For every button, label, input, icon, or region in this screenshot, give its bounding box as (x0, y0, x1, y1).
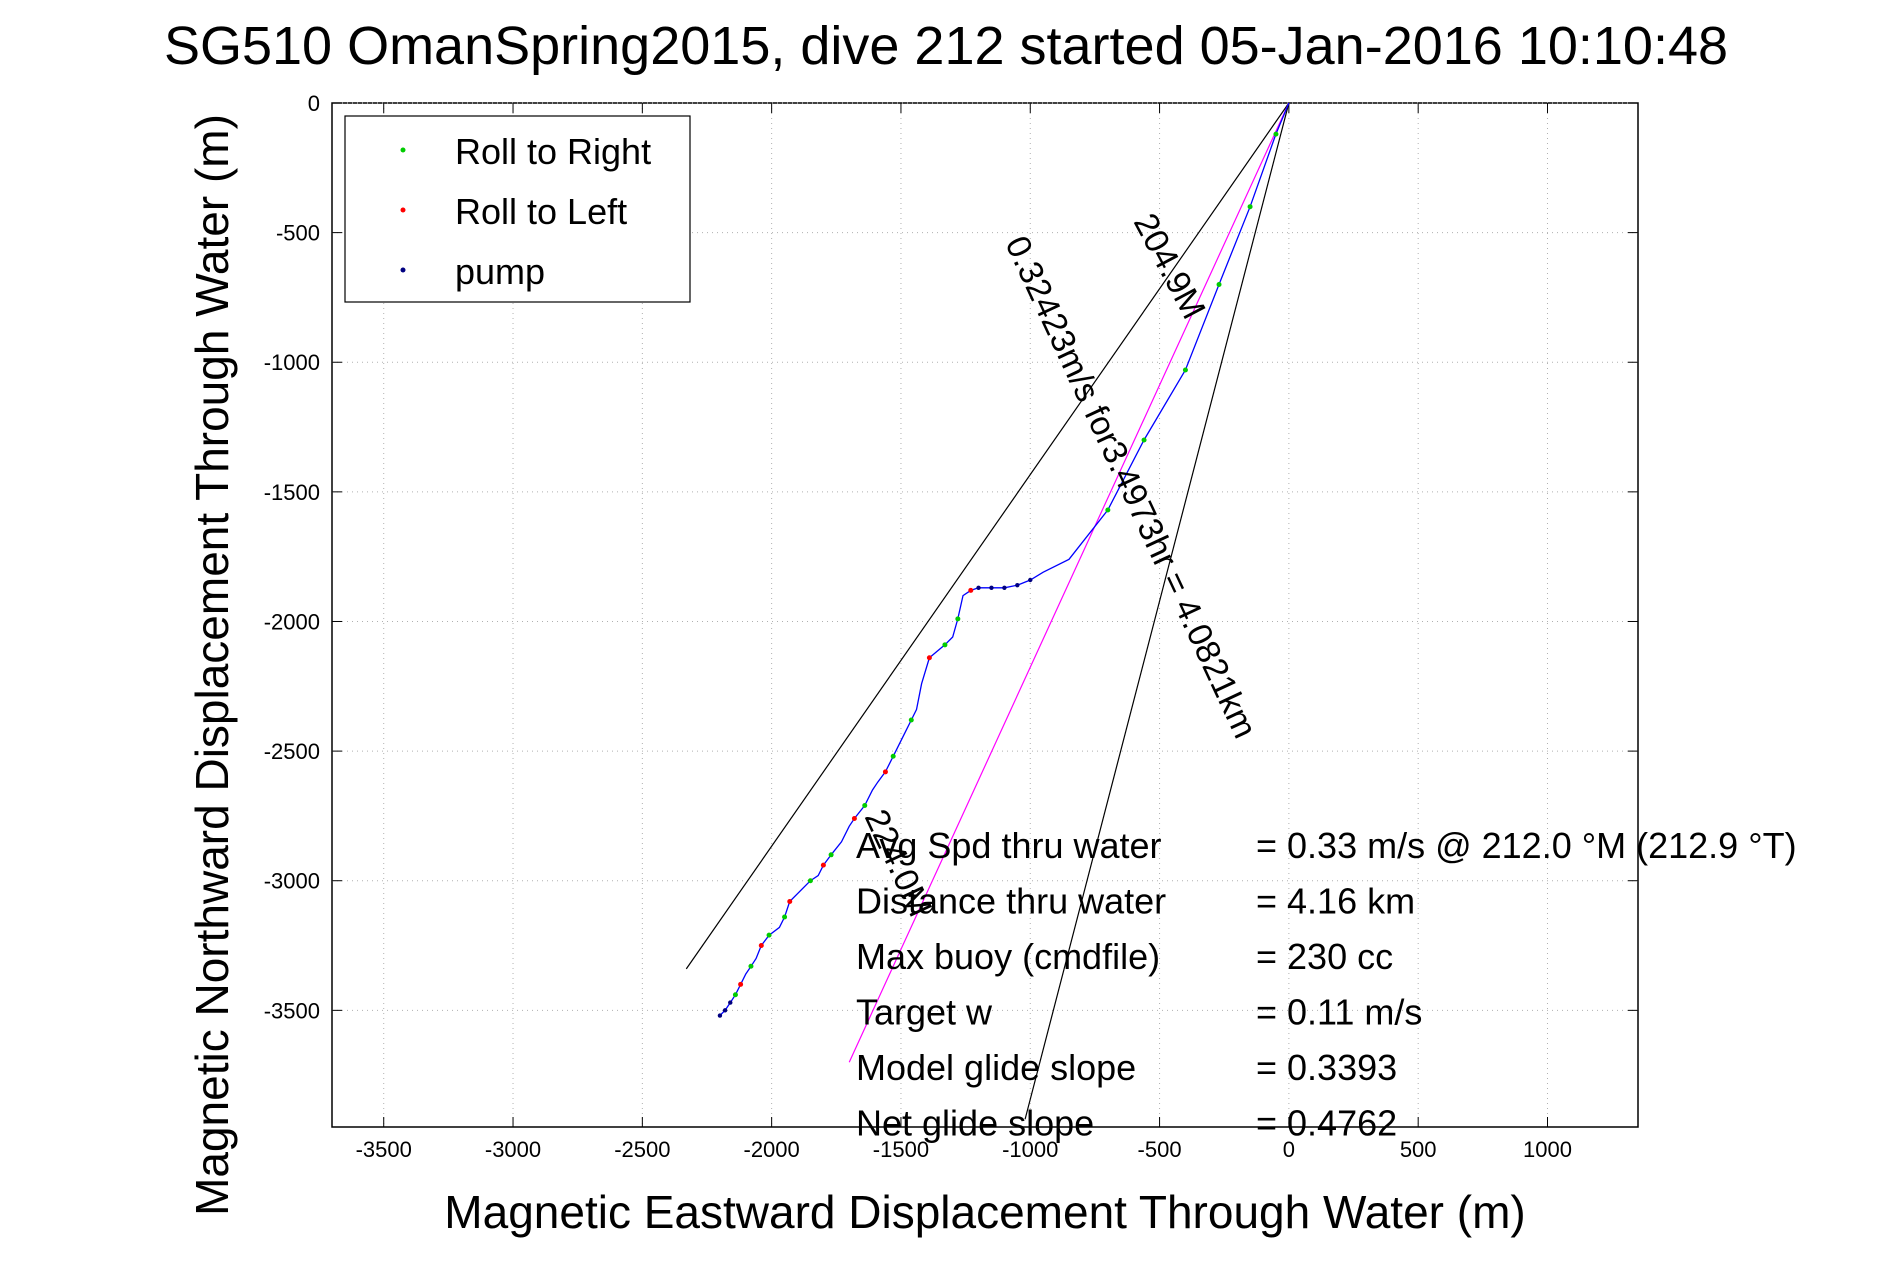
axis-ticks: -3500 -3000 -2500 -2000 -1500 -1000 -500 0 500 10… (264, 91, 1638, 1162)
roll-right-marker (748, 963, 754, 969)
roll-right-marker (766, 932, 772, 938)
info-label: Net glide slope (856, 1103, 1094, 1144)
roll-right-marker (1105, 507, 1111, 513)
y-tick-label: -1000 (264, 350, 320, 375)
roll-right-marker (1182, 367, 1188, 373)
info-value: = 0.33 m/s @ 212.0 °M (212.9 °T) (1256, 825, 1797, 866)
roll-right-marker (942, 642, 948, 648)
x-tick-label: -1500 (873, 1137, 929, 1162)
mean-heading-line (848, 102, 1290, 1063)
roll-right-marker (807, 878, 813, 884)
legend-label: pump (455, 251, 545, 292)
info-value: = 0.11 m/s (1256, 992, 1422, 1033)
roll-left-marker (882, 769, 888, 775)
roll-left-marker (738, 981, 744, 987)
roll-right-marker (782, 914, 788, 920)
roll-left-marker (968, 587, 974, 593)
roll-right-marker (1141, 437, 1147, 443)
y-tick-label: -3000 (264, 869, 320, 894)
roll-left-marker (787, 898, 793, 904)
y-tick-label: -1500 (264, 480, 320, 505)
info-label: Distance thru water (856, 881, 1166, 922)
y-tick-label: -2500 (264, 739, 320, 764)
legend: Roll to Right Roll to Left pump (344, 115, 691, 303)
heading-line (848, 102, 1290, 1063)
x-tick-label: -3500 (356, 1137, 412, 1162)
info-label: Max buoy (cmdfile) (856, 936, 1160, 977)
info-value: = 0.4762 (1256, 1103, 1397, 1144)
pump-marker (728, 1000, 733, 1005)
info-label: Target w (856, 992, 993, 1033)
roll-left-marker (926, 655, 932, 661)
x-tick-label: -3000 (485, 1137, 541, 1162)
y-axis-label: Magnetic Northward Displacement Through … (186, 114, 238, 1216)
roll-right-marker (862, 803, 868, 809)
x-tick-label: -500 (1138, 1137, 1182, 1162)
roll-right-marker (1247, 204, 1253, 210)
pump-marker (1015, 582, 1020, 588)
x-tick-label: 1000 (1523, 1137, 1572, 1162)
roll-right-marker (732, 992, 738, 998)
pump-marker (717, 1013, 723, 1018)
roll-right-marker (1273, 131, 1279, 137)
roll-left-marker (758, 943, 764, 949)
bearing-cone-lines (685, 102, 1290, 1120)
info-label: Model glide slope (856, 1047, 1136, 1088)
roll-right-marker (955, 616, 961, 622)
info-value: = 4.16 km (1256, 881, 1415, 922)
roll-right-marker (908, 717, 914, 723)
x-tick-label: -2000 (744, 1137, 800, 1162)
x-tick-label: 0 (1283, 1137, 1295, 1162)
y-tick-label: -2000 (264, 609, 320, 634)
roll-and-pump-markers (717, 131, 1279, 1018)
roll-right-marker (890, 753, 896, 759)
legend-marker (400, 147, 406, 153)
roll-right-marker (1216, 281, 1222, 287)
x-tick-label: -1000 (1002, 1137, 1058, 1162)
info-label: Avg Spd thru water (856, 825, 1162, 866)
pump-marker (989, 585, 994, 590)
chart-title: SG510 OmanSpring2015, dive 212 started 0… (164, 16, 1728, 76)
roll-right-marker (828, 852, 834, 858)
x-tick-label: 500 (1400, 1137, 1437, 1162)
x-axis-label: Magnetic Eastward Displacement Through W… (444, 1186, 1525, 1238)
pump-marker (1002, 585, 1007, 590)
y-tick-label: -500 (276, 221, 320, 246)
legend-marker (400, 267, 406, 273)
x-tick-label: -2500 (614, 1137, 670, 1162)
y-tick-label: 0 (308, 91, 320, 116)
bearing-line (685, 102, 1290, 970)
bearing-line (1024, 102, 1290, 1120)
roll-left-marker (851, 816, 857, 822)
legend-label: Roll to Left (455, 191, 627, 232)
roll-left-marker (820, 862, 826, 868)
y-tick-label: -3500 (264, 998, 320, 1023)
legend-label: Roll to Right (455, 131, 651, 172)
info-box: Avg Spd thru water = 0.33 m/s @ 212.0 °M … (856, 825, 1797, 1144)
pump-marker (976, 585, 981, 590)
pump-marker (1028, 577, 1033, 583)
info-value: = 0.3393 (1256, 1047, 1397, 1088)
legend-marker (400, 207, 406, 213)
pump-marker (722, 1008, 728, 1013)
info-value: = 230 cc (1256, 936, 1393, 977)
